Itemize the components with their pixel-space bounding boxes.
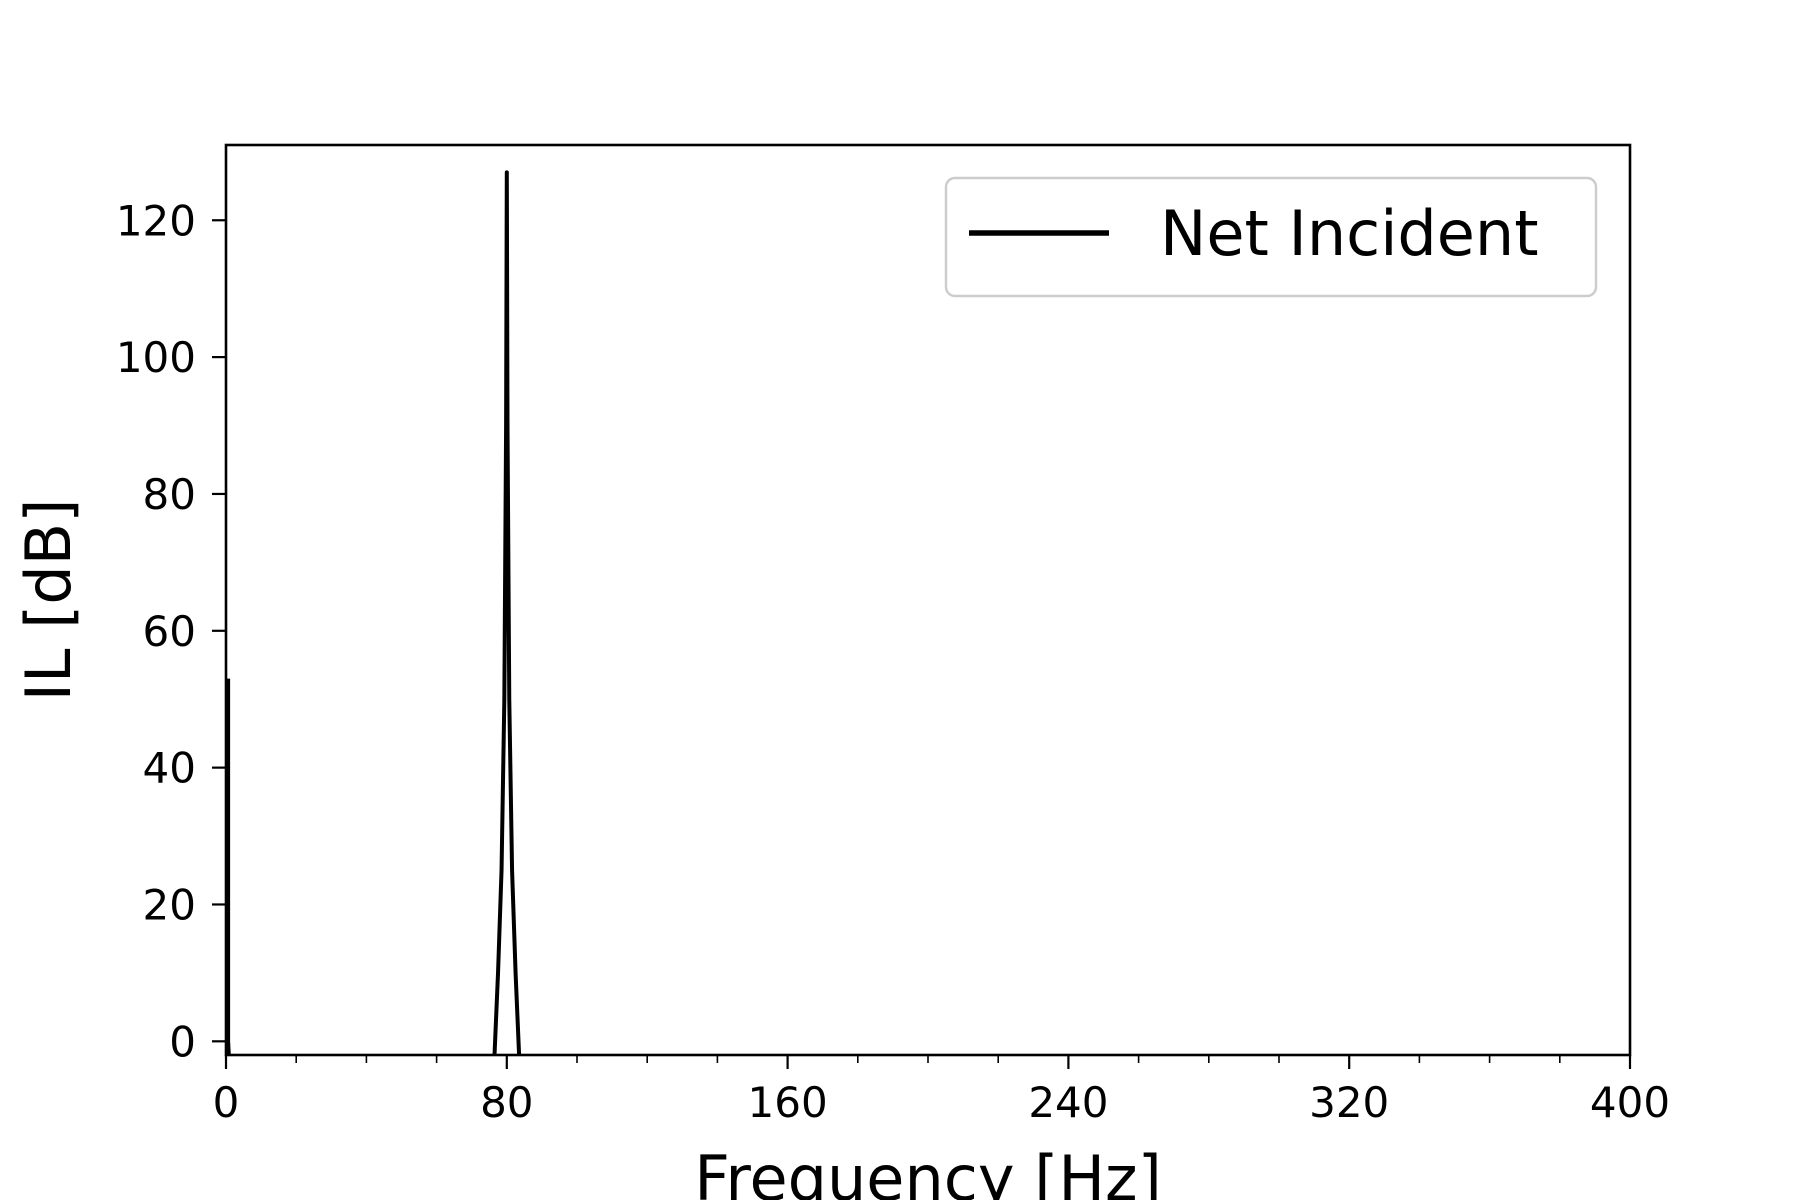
x-tick-label: 400 xyxy=(1590,1078,1670,1127)
y-tick-label: 0 xyxy=(169,1017,196,1066)
y-tick-label: 120 xyxy=(116,196,196,245)
x-axis-title: Frequency [Hz] xyxy=(694,1142,1162,1200)
x-tick-label: 0 xyxy=(213,1078,240,1127)
x-axis: 0 80 160 240 320 400 xyxy=(213,1055,1670,1127)
y-tick-label: 60 xyxy=(143,607,196,656)
y-tick-label: 20 xyxy=(143,880,196,929)
legend-label-net-incident: Net Incident xyxy=(1160,197,1539,270)
legend: Net Incident xyxy=(944,176,1598,298)
series-line-net-incident xyxy=(492,170,522,1056)
x-tick-label: 80 xyxy=(480,1078,533,1127)
x-tick-label: 240 xyxy=(1028,1078,1108,1127)
y-tick-label: 80 xyxy=(143,470,196,519)
legend-box xyxy=(944,176,1598,298)
x-tick-label: 160 xyxy=(748,1078,828,1127)
series-layer xyxy=(226,170,522,1056)
x-tick-label: 320 xyxy=(1309,1078,1389,1127)
y-axis-title: IL [dB] xyxy=(12,499,85,702)
y-tick-label: 40 xyxy=(143,744,196,793)
y-tick-label: 100 xyxy=(116,333,196,382)
y-axis: 0 20 40 60 80 100 120 xyxy=(116,196,226,1066)
series-line-net-incident xyxy=(226,678,231,1056)
